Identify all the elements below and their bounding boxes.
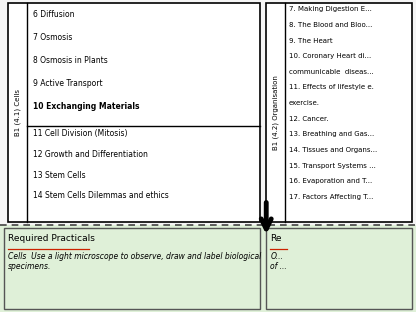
Text: B1 (4.1) Cells: B1 (4.1) Cells (15, 89, 21, 136)
Text: 12. Cancer.: 12. Cancer. (289, 116, 329, 122)
Text: 9. The Heart: 9. The Heart (289, 38, 333, 44)
Text: 14. Tissues and Organs...: 14. Tissues and Organs... (289, 147, 377, 153)
Bar (4, 228, 260, 309)
Text: 16. Evaporation and T...: 16. Evaporation and T... (289, 178, 372, 184)
Text: 13. Breathing and Gas...: 13. Breathing and Gas... (289, 131, 374, 137)
Text: 7 Osmosis: 7 Osmosis (33, 32, 73, 41)
Text: 13 Stem Cells: 13 Stem Cells (33, 171, 86, 180)
Text: 8 Osmosis in Plants: 8 Osmosis in Plants (33, 56, 108, 65)
Text: 12 Growth and Differentiation: 12 Growth and Differentiation (33, 150, 148, 159)
Bar (266, 228, 412, 309)
Text: exercise.: exercise. (289, 100, 320, 106)
Text: 6 Diffusion: 6 Diffusion (33, 10, 75, 18)
Text: 11. Effects of lifestyle e.: 11. Effects of lifestyle e. (289, 85, 374, 90)
Text: 14 Stem Cells Dilemmas and ethics: 14 Stem Cells Dilemmas and ethics (33, 191, 169, 200)
Text: B1 (4.2) Organisation: B1 (4.2) Organisation (272, 75, 279, 150)
Text: 17. Factors Affecting T...: 17. Factors Affecting T... (289, 194, 374, 200)
Text: 10 Exchanging Materials: 10 Exchanging Materials (33, 102, 140, 111)
Text: Required Practicals: Required Practicals (8, 234, 95, 243)
Text: 9 Active Transport: 9 Active Transport (33, 79, 103, 88)
Text: Cells  Use a light microscope to observe, draw and label biological
specimens.: Cells Use a light microscope to observe,… (8, 252, 262, 271)
Text: 10. Coronary Heart di...: 10. Coronary Heart di... (289, 53, 371, 59)
Text: 15. Transport Systems ...: 15. Transport Systems ... (289, 163, 376, 168)
Text: 7. Making Digestion E...: 7. Making Digestion E... (289, 6, 372, 12)
Bar (8, 3, 260, 222)
Text: Re: Re (270, 234, 282, 243)
Bar (0, 0, 416, 225)
Text: 8. The Blood and Bloo...: 8. The Blood and Bloo... (289, 22, 372, 28)
Text: communicable  diseas...: communicable diseas... (289, 69, 374, 75)
Bar (266, 3, 412, 222)
Text: O...
of ...: O... of ... (270, 252, 287, 271)
Bar (0, 225, 416, 312)
Text: 11 Cell Division (Mitosis): 11 Cell Division (Mitosis) (33, 129, 128, 138)
